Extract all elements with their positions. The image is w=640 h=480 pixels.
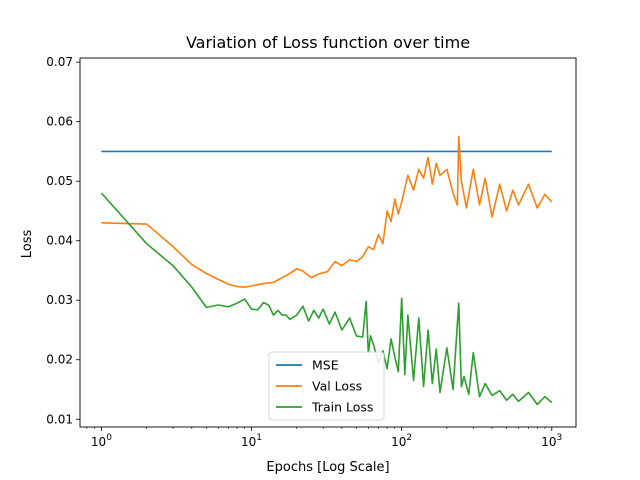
plot-frame xyxy=(79,57,577,428)
y-axis-ticks: 0.01 0.02 0.03 0.04 0.05 0.06 0.07 xyxy=(46,55,80,426)
x-tick-label: 100 xyxy=(91,433,112,449)
y-tick-label: 0.01 xyxy=(46,412,73,426)
legend: MSE Val Loss Train Loss xyxy=(268,351,385,421)
x-tick-label: 103 xyxy=(541,433,562,449)
x-axis-ticks: 100 101 102 103 xyxy=(86,427,562,449)
x-tick-label: 102 xyxy=(391,433,412,449)
legend-label-val-loss: Val Loss xyxy=(312,379,362,394)
y-tick-label: 0.05 xyxy=(46,174,73,188)
series-line-val-loss xyxy=(101,135,553,288)
x-tick-label: 101 xyxy=(241,433,262,449)
legend-label-mse: MSE xyxy=(312,358,339,373)
y-tick-label: 0.07 xyxy=(46,55,73,69)
y-tick-label: 0.02 xyxy=(46,353,73,367)
y-axis-label: Loss xyxy=(20,230,35,259)
x-axis-label: Epochs [Log Scale] xyxy=(266,460,389,475)
y-tick-label: 0.04 xyxy=(46,234,73,248)
y-tick-label: 0.03 xyxy=(46,293,73,307)
legend-box xyxy=(268,351,385,421)
legend-label-train-loss: Train Loss xyxy=(311,400,373,415)
chart-title: Variation of Loss function over time xyxy=(186,33,470,52)
y-tick-label: 0.06 xyxy=(46,115,73,129)
